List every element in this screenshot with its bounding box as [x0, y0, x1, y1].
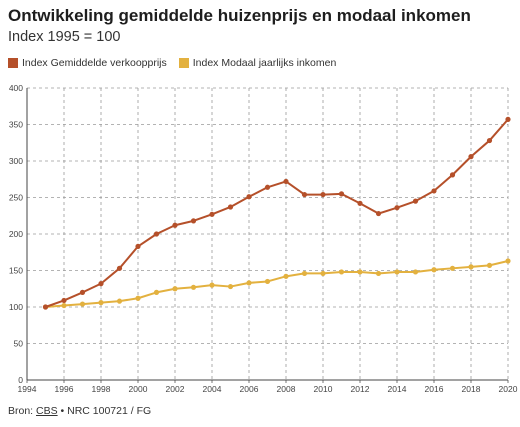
data-point-inkomen: [431, 267, 437, 273]
source-note: Bron: CBS • NRC 100721 / FG: [8, 405, 151, 417]
data-point-verkoopprijs: [505, 116, 511, 122]
data-point-verkoopprijs: [227, 204, 234, 210]
x-tick-label: 2004: [203, 384, 222, 394]
y-tick-label: 150: [9, 266, 23, 276]
data-point-verkoopprijs: [135, 243, 141, 250]
data-point-inkomen: [357, 269, 363, 275]
data-point-inkomen: [98, 300, 104, 306]
data-point-inkomen: [79, 301, 86, 307]
legend-item-verkoopprijs: Index Gemiddelde verkoopprijs: [8, 57, 167, 69]
data-point-inkomen: [209, 282, 215, 288]
y-tick-label: 300: [9, 156, 23, 166]
data-point-inkomen: [375, 270, 382, 277]
x-tick-label: 2020: [499, 384, 518, 394]
data-point-verkoopprijs: [153, 231, 160, 237]
source-cbs-link[interactable]: CBS: [36, 405, 58, 417]
data-point-verkoopprijs: [209, 211, 215, 217]
x-tick-label: 2006: [240, 384, 259, 394]
series-line-verkoopprijs: [45, 118, 509, 308]
data-point-verkoopprijs: [394, 205, 400, 211]
data-point-verkoopprijs: [431, 188, 437, 194]
data-point-verkoopprijs: [283, 178, 289, 185]
x-tick-label: 2002: [166, 384, 185, 394]
series-line-inkomen: [45, 260, 509, 308]
data-point-inkomen: [135, 295, 141, 301]
data-point-verkoopprijs: [301, 191, 308, 198]
data-point-inkomen: [505, 258, 511, 264]
data-point-inkomen: [116, 298, 123, 304]
data-point-inkomen: [301, 270, 308, 277]
y-tick-label: 250: [9, 193, 23, 203]
x-tick-label: 2012: [351, 384, 370, 394]
chart-subtitle: Index 1995 = 100: [8, 29, 121, 45]
legend-label-inkomen: Index Modaal jaarlijks inkomen: [192, 57, 337, 69]
x-tick-label: 1994: [18, 384, 37, 394]
source-prefix: Bron:: [8, 405, 37, 417]
data-point-verkoopprijs: [468, 154, 474, 160]
line-chart: 0 50 100 150 200 250 300 350 400 1994 1996 1998 2000…: [9, 83, 518, 394]
x-tick-label: 2010: [314, 384, 333, 394]
data-point-inkomen: [283, 273, 289, 279]
data-point-verkoopprijs: [172, 222, 178, 228]
data-point-inkomen: [153, 289, 160, 295]
data-point-verkoopprijs: [357, 200, 363, 206]
data-point-verkoopprijs: [264, 184, 271, 190]
data-point-verkoopprijs: [412, 198, 419, 204]
data-point-verkoopprijs: [375, 210, 382, 217]
data-point-inkomen: [486, 262, 493, 268]
x-tick-label: 1998: [92, 384, 111, 394]
legend-label-verkoopprijs: Index Gemiddelde verkoopprijs: [22, 57, 167, 69]
data-point-inkomen: [172, 286, 178, 292]
y-tick-label: 50: [14, 339, 24, 349]
data-point-inkomen: [61, 302, 67, 309]
data-point-verkoopprijs: [190, 218, 197, 224]
data-point-inkomen: [227, 283, 234, 290]
chart-title: Ontwikkeling gemiddelde huizenprijs en m…: [8, 6, 471, 25]
data-point-inkomen: [394, 269, 400, 275]
data-point-verkoopprijs: [79, 289, 86, 295]
y-tick-label: 200: [9, 229, 23, 239]
data-point-inkomen: [246, 280, 252, 286]
data-point-verkoopprijs: [61, 297, 67, 304]
y-tick-label: 400: [9, 83, 23, 93]
data-point-inkomen: [190, 284, 197, 290]
x-tick-label: 1996: [55, 384, 74, 394]
legend-swatch-inkomen: [178, 58, 189, 68]
legend-item-inkomen: Index Modaal jaarlijks inkomen: [178, 57, 337, 69]
data-point-verkoopprijs: [338, 191, 345, 197]
data-point-verkoopprijs: [42, 304, 49, 310]
x-tick-label: 2018: [462, 384, 481, 394]
source-credit: • NRC 100721 / FG: [57, 405, 152, 417]
data-point-verkoopprijs: [320, 191, 326, 198]
chart-legend: Index Gemiddelde verkoopprijs Index Moda…: [8, 57, 348, 69]
y-tick-label: 0: [18, 375, 23, 385]
data-point-inkomen: [449, 265, 456, 271]
data-point-verkoopprijs: [449, 172, 456, 178]
data-point-inkomen: [468, 264, 474, 270]
x-tick-label: 2000: [129, 384, 148, 394]
data-point-verkoopprijs: [486, 137, 493, 144]
data-point-inkomen: [320, 270, 326, 277]
x-tick-label: 2016: [425, 384, 444, 394]
legend-swatch-verkoopprijs: [8, 58, 18, 68]
y-tick-label: 100: [9, 302, 23, 312]
y-tick-label: 350: [9, 120, 23, 130]
data-point-inkomen: [338, 269, 345, 275]
data-point-inkomen: [264, 278, 271, 285]
data-point-verkoopprijs: [98, 281, 104, 287]
data-point-verkoopprijs: [116, 265, 123, 271]
data-point-verkoopprijs: [246, 194, 252, 200]
data-point-inkomen: [412, 269, 419, 275]
x-tick-label: 2014: [388, 384, 407, 394]
x-tick-label: 2008: [277, 384, 296, 394]
